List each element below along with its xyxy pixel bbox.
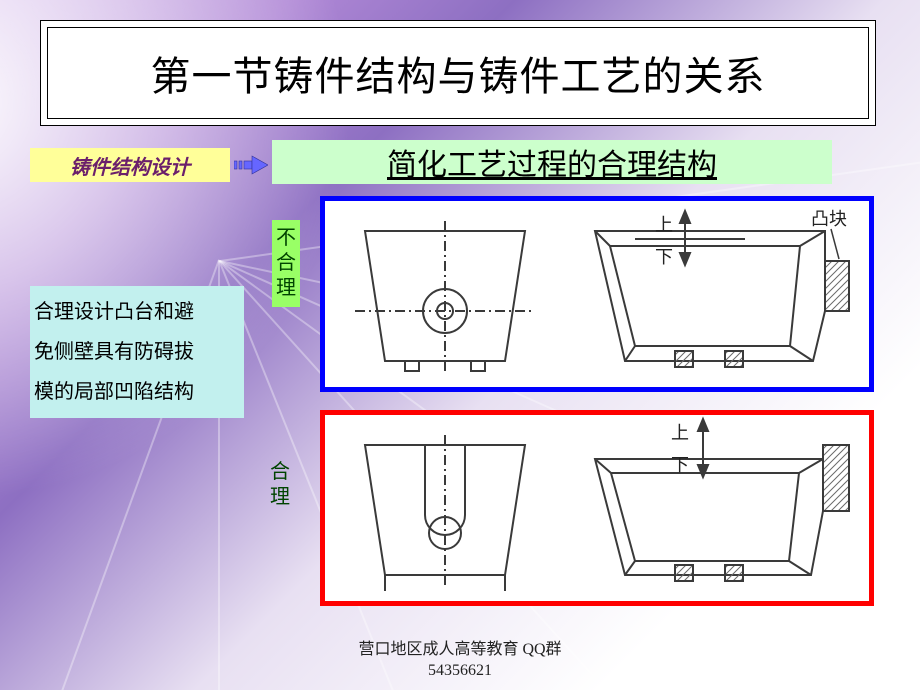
arrow-icon bbox=[234, 154, 268, 176]
figure-bad: 上 下 凸块 bbox=[320, 196, 874, 392]
footer-line: 54356621 bbox=[0, 660, 920, 682]
anno-down: 下 bbox=[655, 247, 673, 267]
slide-footer: 营口地区成人高等教育 QQ群 54356621 bbox=[0, 639, 920, 682]
anno-down: 下 bbox=[671, 455, 689, 475]
figure-good: 上 下 bbox=[320, 410, 874, 606]
anno-boss: 凸块 bbox=[811, 209, 847, 229]
title-inner-frame: 第一节铸件结构与铸件工艺的关系 bbox=[47, 27, 869, 119]
description-line: 模的局部凹陷结构 bbox=[34, 372, 240, 412]
anno-up: 上 bbox=[655, 215, 673, 235]
anno-up: 上 bbox=[671, 423, 689, 443]
subtitle: 简化工艺过程的合理结构 bbox=[272, 140, 832, 184]
footer-line: 营口地区成人高等教育 QQ群 bbox=[0, 639, 920, 661]
description-line: 免侧壁具有防碍拔 bbox=[34, 332, 240, 372]
description-box: 合理设计凸台和避 免侧壁具有防碍拔 模的局部凹陷结构 bbox=[30, 286, 244, 418]
description-line: 合理设计凸台和避 bbox=[34, 292, 240, 332]
label-good: 合理 bbox=[266, 454, 294, 516]
tag-label: 铸件结构设计 bbox=[30, 148, 230, 182]
slide-title: 第一节铸件结构与铸件工艺的关系 bbox=[151, 44, 766, 102]
label-bad: 不合理 bbox=[272, 220, 300, 307]
title-frame: 第一节铸件结构与铸件工艺的关系 bbox=[40, 20, 876, 126]
